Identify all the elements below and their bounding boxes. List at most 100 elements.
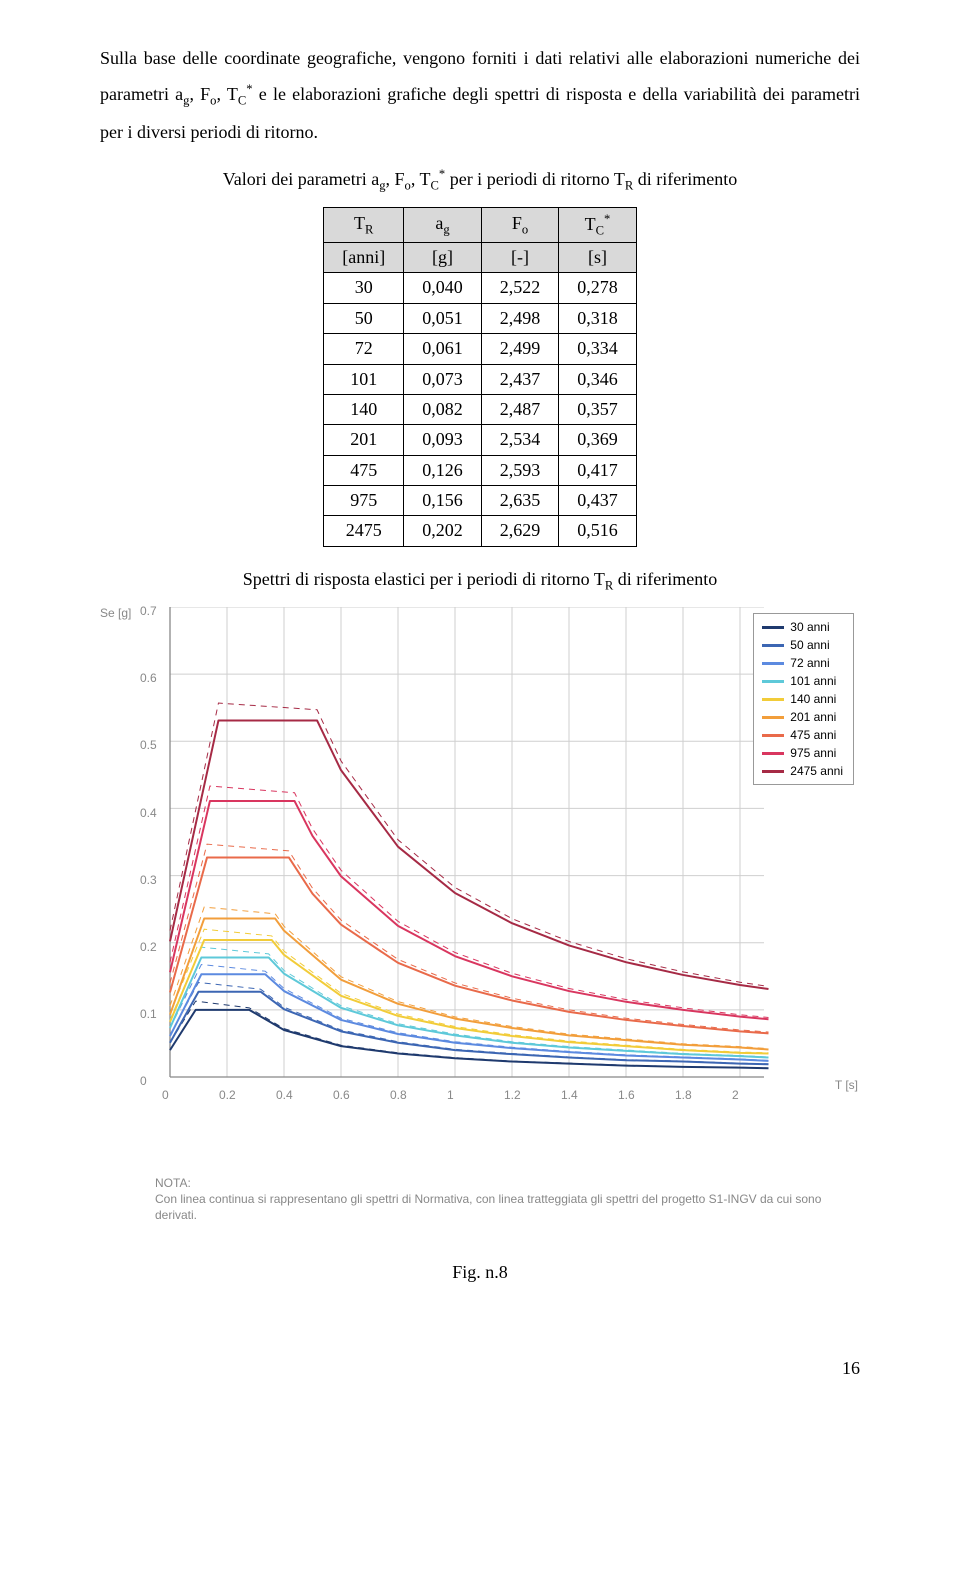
legend-item: 101 anni [762,672,843,690]
table-header-row: [anni][g][-][s] [324,242,636,272]
table-cell: 0,082 [404,394,482,424]
x-tick: 1.4 [561,1083,578,1107]
y-tick: 0.2 [140,935,157,959]
legend-swatch [762,662,784,665]
x-tick: 1 [447,1083,454,1107]
table-row: 720,0612,4990,334 [324,334,636,364]
legend-label: 101 anni [790,672,836,690]
table-cell: 0,437 [559,486,637,516]
legend-swatch [762,716,784,719]
column-header: Fo [481,208,559,243]
legend-label: 475 anni [790,726,836,744]
table-cell: 0,417 [559,455,637,485]
table-cell: 0,318 [559,303,637,333]
para-text: , F [189,84,210,104]
table-cell: 140 [324,394,404,424]
table-header-row: TRagFoTC* [324,208,636,243]
legend-swatch [762,644,784,647]
x-tick: 0.6 [333,1083,350,1107]
caption-text: di riferimento [613,569,717,589]
x-tick: 0 [162,1083,169,1107]
table-row: 1400,0822,4870,357 [324,394,636,424]
y-tick: 0.5 [140,733,157,757]
table-cell: 101 [324,364,404,394]
legend-item: 30 anni [762,618,843,636]
legend-label: 2475 anni [790,762,843,780]
table-row: 500,0512,4980,318 [324,303,636,333]
table-caption: Valori dei parametri ag, Fo, TC* per i p… [100,166,860,195]
table-cell: 0,202 [404,516,482,546]
legend-item: 201 anni [762,708,843,726]
table-cell: 0,369 [559,425,637,455]
table-cell: 50 [324,303,404,333]
column-unit: [g] [404,242,482,272]
table-cell: 0,346 [559,364,637,394]
chart-caption: Spettri di risposta elastici per i perio… [100,567,860,595]
legend-label: 50 anni [790,636,829,654]
table-cell: 0,061 [404,334,482,364]
x-tick: 1.6 [618,1083,635,1107]
table-cell: 72 [324,334,404,364]
table-cell: 2,635 [481,486,559,516]
legend-item: 50 anni [762,636,843,654]
table-cell: 2475 [324,516,404,546]
spectrum-chart: Se [g] T [s] 30 anni50 anni72 anni101 an… [100,607,860,1167]
para-text: , T [216,84,237,104]
table-head: TRagFoTC* [anni][g][-][s] [324,208,636,273]
legend-item: 975 anni [762,744,843,762]
x-tick: 2 [732,1083,739,1107]
x-tick: 0.8 [390,1083,407,1107]
legend-item: 72 anni [762,654,843,672]
table-row: 24750,2022,6290,516 [324,516,636,546]
table-cell: 2,487 [481,394,559,424]
y-tick: 0.7 [140,599,157,623]
table-cell: 30 [324,273,404,303]
legend-item: 140 anni [762,690,843,708]
x-tick: 0.2 [219,1083,236,1107]
legend-swatch [762,752,784,755]
figure-label: Fig. n.8 [100,1254,860,1290]
legend-label: 975 anni [790,744,836,762]
table-row: 2010,0932,5340,369 [324,425,636,455]
table-row: 9750,1562,6350,437 [324,486,636,516]
table-cell: 0,126 [404,455,482,485]
legend-swatch [762,626,784,629]
legend-swatch [762,770,784,773]
table-cell: 2,593 [481,455,559,485]
intro-paragraph: Sulla base delle coordinate geografiche,… [100,40,860,150]
subscript: C [431,178,439,192]
chart-note: NOTA: Con linea continua si rappresentan… [155,1175,860,1224]
caption-text: Spettri di risposta elastici per i perio… [243,569,605,589]
note-title: NOTA: [155,1176,191,1190]
table-cell: 0,156 [404,486,482,516]
parameters-table: TRagFoTC* [anni][g][-][s] 300,0402,5220,… [323,207,636,547]
table-cell: 2,498 [481,303,559,333]
note-body: Con linea continua si rappresentano gli … [155,1192,821,1222]
chart-legend: 30 anni50 anni72 anni101 anni140 anni201… [753,613,854,785]
table-cell: 2,437 [481,364,559,394]
table-row: 4750,1262,5930,417 [324,455,636,485]
table-cell: 975 [324,486,404,516]
caption-text: Valori dei parametri a [223,169,379,189]
column-header: TR [324,208,404,243]
table-cell: 0,093 [404,425,482,455]
table-cell: 0,516 [559,516,637,546]
caption-text: , T [411,169,431,189]
legend-swatch [762,734,784,737]
legend-item: 2475 anni [762,762,843,780]
column-unit: [s] [559,242,637,272]
legend-label: 140 anni [790,690,836,708]
table-row: 1010,0732,4370,346 [324,364,636,394]
x-tick: 1.2 [504,1083,521,1107]
legend-label: 30 anni [790,618,829,636]
legend-label: 72 anni [790,654,829,672]
caption-text: per i periodi di ritorno T [445,169,625,189]
column-header: ag [404,208,482,243]
table-body: 300,0402,5220,278500,0512,4980,318720,06… [324,273,636,547]
y-tick: 0.1 [140,1002,157,1026]
x-tick: 1.8 [675,1083,692,1107]
column-header: TC* [559,208,637,243]
table-cell: 0,040 [404,273,482,303]
table-cell: 0,334 [559,334,637,364]
table-row: 300,0402,5220,278 [324,273,636,303]
